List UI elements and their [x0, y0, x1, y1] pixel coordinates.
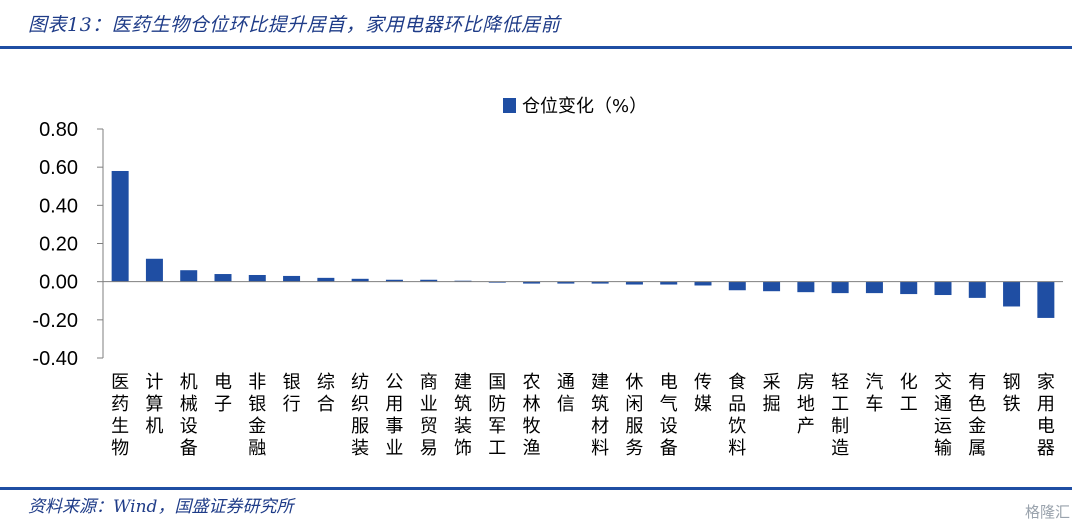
y-tick-label: 0.60 — [39, 157, 78, 179]
x-tick-label: 轻工制造 — [831, 372, 849, 459]
x-tick-label: 机械设备 — [180, 372, 198, 459]
bar — [1037, 281, 1055, 318]
bar — [797, 281, 815, 293]
x-tick-label: 商业贸易 — [420, 372, 438, 459]
x-tick-label: 房地产 — [797, 372, 815, 437]
footer-rule — [0, 487, 1072, 490]
x-tick-label: 计算机 — [145, 372, 163, 437]
x-tick-label: 传媒 — [694, 372, 712, 415]
x-tick-label: 国防军工 — [488, 372, 506, 459]
y-tick-label: -0.40 — [32, 348, 78, 370]
bar — [1003, 281, 1021, 307]
x-axis-labels: 医药生物计算机机械设备电子非银金融银行综合纺织服装公用事业商业贸易建筑装饰国防军… — [111, 372, 1055, 459]
bar — [865, 281, 883, 294]
x-tick-label: 电子 — [214, 372, 232, 415]
bar — [317, 277, 335, 282]
bars — [111, 170, 1055, 318]
bar — [900, 281, 918, 295]
figure-title: 图表13：医药生物仓位环比提升居首，家用电器环比降低居前 — [28, 14, 561, 36]
bar — [145, 258, 163, 282]
x-tick-label: 化工 — [900, 372, 918, 415]
bar — [214, 274, 232, 282]
bar — [420, 279, 438, 282]
legend-label: 仓位变化（%） — [522, 96, 647, 117]
bar — [180, 270, 198, 282]
x-tick-label: 非银金融 — [248, 372, 266, 459]
bar — [694, 281, 712, 286]
x-tick-label: 纺织服装 — [351, 372, 369, 459]
x-tick-label: 家用电器 — [1037, 372, 1055, 459]
bar — [351, 278, 369, 282]
chart-legend: 仓位变化（%） — [503, 96, 647, 117]
x-tick-label: 公用事业 — [385, 372, 403, 459]
bar — [968, 281, 986, 298]
legend-swatch — [503, 98, 516, 113]
x-tick-label: 采掘 — [763, 372, 781, 415]
bar — [111, 170, 129, 282]
x-tick-label: 钢铁 — [1003, 372, 1021, 415]
y-tick-label: 0.80 — [39, 119, 78, 141]
x-tick-label: 建筑材料 — [591, 372, 609, 459]
bar — [763, 281, 781, 292]
bar — [660, 281, 678, 285]
y-tick-label: -0.20 — [32, 310, 78, 332]
bar — [831, 281, 849, 294]
bar-chart: 仓位变化（%） 0.80 0.60 0.40 0.20 0.00 -0.20 -0.40 医… — [32, 96, 1063, 459]
bar — [934, 281, 952, 296]
x-tick-label: 建筑装饰 — [454, 372, 472, 459]
x-tick-label: 医药生物 — [111, 372, 129, 459]
x-tick-label: 综合 — [317, 372, 335, 415]
x-tick-label: 食品饮料 — [728, 372, 746, 459]
bar — [591, 281, 609, 284]
x-tick-label: 交通运输 — [934, 372, 952, 459]
bar — [523, 281, 541, 284]
y-tick-label: 0.20 — [39, 234, 78, 256]
bar — [248, 274, 266, 282]
x-tick-label: 农林牧渔 — [523, 372, 541, 459]
x-tick-label: 通信 — [557, 372, 575, 415]
y-axis-ticks: 0.80 0.60 0.40 0.20 0.00 -0.20 -0.40 — [32, 119, 103, 370]
bar — [385, 279, 403, 282]
x-tick-label: 有色金属 — [968, 372, 986, 459]
bar — [728, 281, 746, 291]
source-note: 资料来源：Wind，国盛证券研究所 — [28, 497, 294, 517]
x-tick-label: 电气设备 — [660, 372, 678, 459]
y-tick-label: 0.00 — [39, 272, 78, 294]
x-tick-label: 银行 — [283, 372, 301, 415]
bar — [283, 275, 301, 282]
bar — [625, 281, 643, 285]
x-tick-label: 休闲服务 — [625, 372, 643, 459]
x-tick-label: 汽车 — [865, 372, 883, 415]
watermark: 格隆汇 — [1024, 503, 1070, 521]
bar — [557, 281, 575, 284]
header-rule — [0, 46, 1072, 49]
y-tick-label: 0.40 — [39, 195, 78, 217]
